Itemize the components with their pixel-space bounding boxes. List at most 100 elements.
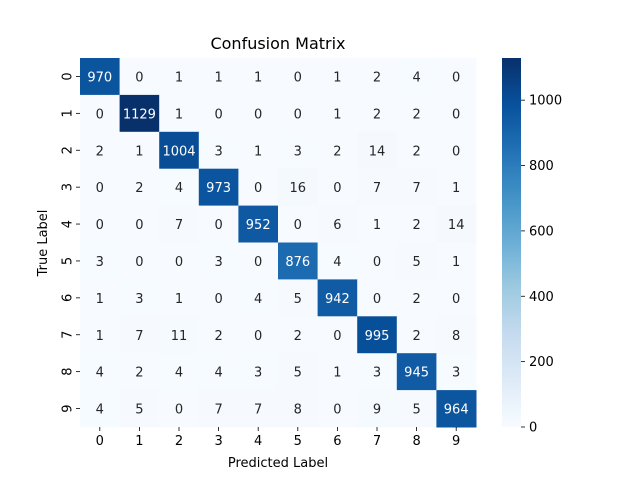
cell-value-label: 2 xyxy=(412,107,420,122)
cell-value-label: 6 xyxy=(333,218,341,233)
x-tick-label: 9 xyxy=(452,434,460,449)
x-tick-label: 4 xyxy=(254,434,262,449)
cell-value-label: 0 xyxy=(96,218,104,233)
heatmap-cell xyxy=(159,242,200,280)
y-axis-label: True Label xyxy=(36,210,51,278)
heatmap-cell xyxy=(317,353,358,391)
heatmap-cell xyxy=(159,94,200,133)
heatmap-cells: 970 0 1 1 1 0 1 2 4 00 1129 1 0 0 0 1 2 2 02 1 1004 3 1 3 2 14 2 00… xyxy=(80,58,477,428)
cell-value-label: 14 xyxy=(369,144,386,159)
cell-value-label: 0 xyxy=(333,329,341,344)
y-tick-label: 7 xyxy=(61,331,76,339)
cell-value-label: 973 xyxy=(206,181,231,196)
cell-value-label: 2 xyxy=(135,366,143,381)
heatmap-cell xyxy=(119,316,160,354)
heatmap-cell xyxy=(119,242,160,280)
cell-value-label: 4 xyxy=(96,403,104,418)
heatmap-cell xyxy=(119,353,160,391)
cell-value-label: 1 xyxy=(254,70,262,85)
x-tick-label: 0 xyxy=(96,434,104,449)
heatmap-cell xyxy=(396,242,437,280)
x-tick-label: 8 xyxy=(412,434,420,449)
heatmap-cell xyxy=(436,316,477,354)
heatmap-cell xyxy=(119,279,160,317)
cell-value-label: 1 xyxy=(333,107,341,122)
cell-value-label: 0 xyxy=(135,255,143,270)
heatmap-cell xyxy=(357,131,398,170)
x-tick-label: 2 xyxy=(175,434,183,449)
cell-value-label: 5 xyxy=(412,255,420,270)
heatmap-cell xyxy=(198,353,239,391)
heatmap-cell xyxy=(278,353,319,391)
cell-value-label: 1 xyxy=(175,107,183,122)
heatmap-cell xyxy=(396,316,437,354)
cell-value-label: 1 xyxy=(96,292,104,307)
heatmap-cell xyxy=(238,242,279,280)
colorbar-gradient xyxy=(502,58,521,427)
cell-value-label: 1 xyxy=(452,255,460,270)
heatmap-cell xyxy=(357,316,398,354)
cell-value-label: 0 xyxy=(452,144,460,159)
heatmap-cell xyxy=(80,390,121,428)
heatmap-cell xyxy=(198,94,239,133)
y-tick-label: 3 xyxy=(61,183,76,191)
cell-value-label: 0 xyxy=(214,218,222,233)
cell-value-label: 0 xyxy=(333,403,341,418)
heatmap-cell xyxy=(238,205,279,243)
heatmap-cell xyxy=(238,390,279,428)
cell-value-label: 5 xyxy=(294,292,302,307)
cell-value-label: 945 xyxy=(404,366,429,381)
heatmap-cell xyxy=(436,353,477,391)
cell-value-label: 1 xyxy=(175,70,183,85)
heatmap-cell xyxy=(119,131,160,170)
cell-value-label: 1 xyxy=(214,70,222,85)
heatmap-cell xyxy=(317,94,358,133)
cell-value-label: 876 xyxy=(285,255,310,270)
y-tick-label: 0 xyxy=(61,72,76,80)
cell-value-label: 3 xyxy=(452,366,460,381)
heatmap-cell xyxy=(80,279,121,317)
cell-value-label: 2 xyxy=(96,144,104,159)
heatmap-cell xyxy=(396,390,437,428)
cell-value-label: 0 xyxy=(452,70,460,85)
heatmap-cell xyxy=(357,168,398,207)
cell-value-label: 2 xyxy=(214,329,222,344)
cell-value-label: 3 xyxy=(373,366,381,381)
heatmap-cell xyxy=(317,242,358,280)
heatmap-cell xyxy=(80,316,121,354)
cell-value-label: 4 xyxy=(333,255,341,270)
cell-value-label: 2 xyxy=(412,218,420,233)
y-tick-label: 4 xyxy=(61,220,76,228)
heatmap-cell xyxy=(396,279,437,317)
cell-value-label: 0 xyxy=(214,107,222,122)
heatmap-cell xyxy=(238,353,279,391)
cell-value-label: 3 xyxy=(96,255,104,270)
heatmap-cell xyxy=(436,131,477,170)
heatmap-cell xyxy=(238,168,279,207)
colorbar: 0 200 400 600 800 1000 xyxy=(502,58,562,436)
heatmap-cell xyxy=(357,353,398,391)
cell-value-label: 3 xyxy=(214,255,222,270)
cell-value-label: 0 xyxy=(333,181,341,196)
heatmap-cell xyxy=(317,131,358,170)
heatmap-cell xyxy=(357,94,398,133)
heatmap-cell xyxy=(159,58,200,96)
heatmap-cell xyxy=(317,58,358,96)
cell-value-label: 995 xyxy=(365,329,390,344)
cell-value-label: 1004 xyxy=(162,144,195,159)
cell-value-label: 1 xyxy=(452,181,460,196)
heatmap-cell xyxy=(159,205,200,243)
cell-value-label: 2 xyxy=(412,144,420,159)
heatmap-cell xyxy=(396,353,437,391)
y-tick-label: 6 xyxy=(61,294,76,302)
heatmap-cell xyxy=(159,168,200,207)
heatmap-cell xyxy=(159,131,200,170)
x-tick-label: 3 xyxy=(214,434,222,449)
heatmap-cell xyxy=(198,279,239,317)
colorbar-tick-label: 800 xyxy=(529,159,554,174)
heatmap-cell xyxy=(80,168,121,207)
cell-value-label: 14 xyxy=(448,218,465,233)
cell-value-label: 1 xyxy=(135,144,143,159)
heatmap-cell xyxy=(119,94,160,133)
